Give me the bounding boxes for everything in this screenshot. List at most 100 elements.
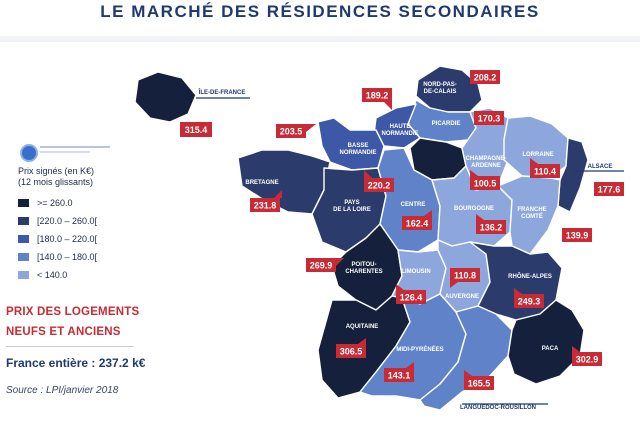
svg-text:306.5: 306.5 bbox=[340, 347, 363, 357]
label-midi-pyrenees: MIDI-PYRÉNÉES bbox=[396, 345, 443, 353]
svg-text:203.5: 203.5 bbox=[280, 127, 303, 137]
label-champagne-1: CHAMPAGNE- bbox=[466, 156, 507, 162]
legend-label: [180.0 – 220.0[ bbox=[37, 234, 98, 244]
price-badge-nord: 208.2 bbox=[470, 70, 500, 84]
label-limousin: LIMOUSIN bbox=[401, 269, 430, 275]
legend-label: < 140.0 bbox=[37, 270, 68, 280]
company-logo-icon bbox=[20, 144, 38, 162]
svg-text:162.4: 162.4 bbox=[406, 219, 429, 229]
price-badge-paca: 302.9 bbox=[572, 346, 602, 366]
label-franche-comte-2: COMTÉ bbox=[521, 212, 543, 220]
price-badge-poitou: 269.9 bbox=[306, 258, 344, 272]
legend-label: [220.0 – 260.0[ bbox=[37, 216, 98, 226]
label-nord-1: NORD-PAS- bbox=[423, 82, 457, 88]
price-badge-alsace: 177.6 bbox=[594, 182, 624, 196]
label-nord-2: DE-CALAIS bbox=[424, 89, 457, 95]
prix-heading-line1: PRIX DES LOGEMENTS bbox=[6, 306, 140, 318]
svg-text:315.4: 315.4 bbox=[185, 125, 208, 135]
region-alsace[interactable] bbox=[557, 137, 589, 213]
legend-swatch bbox=[18, 253, 29, 261]
legend-title-line1: Prix signés (en K€) bbox=[18, 166, 95, 176]
svg-text:126.4: 126.4 bbox=[400, 293, 423, 303]
legend-swatch bbox=[18, 235, 29, 243]
svg-text:165.5: 165.5 bbox=[468, 379, 491, 389]
label-aquitaine: AQUITAINE bbox=[346, 324, 379, 330]
price-badges: 315.4 208.2 170.3 189.2 203.5 231.8 bbox=[180, 70, 624, 390]
svg-text:136.2: 136.2 bbox=[480, 223, 503, 233]
price-badge-champagne: 100.5 bbox=[470, 170, 500, 190]
price-badge-haute-normandie: 189.2 bbox=[362, 88, 392, 110]
region-nord-pas-de-calais[interactable] bbox=[415, 65, 483, 113]
legend-label: >= 260.0 bbox=[37, 198, 73, 208]
label-ile-de-france: ÎLE-DE-FRANCE bbox=[198, 88, 246, 96]
label-pays-loire-1: PAYS bbox=[344, 200, 359, 206]
label-paca: PACA bbox=[542, 346, 559, 352]
page-title: LE MARCHÉ DES RÉSIDENCES SECONDAIRES bbox=[100, 2, 540, 21]
legend-title: Prix signés (en K€) (12 mois glissants) bbox=[18, 166, 94, 188]
label-basse-normandie-2: NORMANDIE bbox=[340, 150, 377, 156]
region-languedoc-roussillon[interactable] bbox=[419, 305, 513, 411]
svg-text:170.3: 170.3 bbox=[478, 114, 501, 124]
label-bourgogne: BOURGOGNE bbox=[454, 206, 494, 212]
label-pays-loire-2: DE LA LOIRE bbox=[333, 207, 371, 213]
source-note: Source : LPI/janvier 2018 bbox=[6, 385, 119, 396]
prix-heading: PRIX DES LOGEMENTS NEUFS ET ANCIENS bbox=[6, 302, 139, 342]
legend-item: [140.0 – 180.0[ bbox=[18, 252, 97, 262]
svg-text:220.2: 220.2 bbox=[368, 181, 391, 191]
region-paca[interactable] bbox=[507, 299, 585, 385]
svg-text:189.2: 189.2 bbox=[366, 91, 389, 101]
label-languedoc: LANGUEDOC-ROUSILLON bbox=[460, 405, 536, 411]
label-auvergne: AUVERGNE bbox=[445, 294, 479, 300]
price-badge-aquitaine: 306.5 bbox=[336, 338, 366, 358]
legend-swatch bbox=[18, 217, 29, 225]
price-badge-lorraine: 110.4 bbox=[530, 158, 560, 178]
logo-text-bar bbox=[40, 146, 110, 148]
svg-text:302.9: 302.9 bbox=[576, 355, 599, 365]
region-shapes bbox=[134, 65, 589, 411]
price-badge-bretagne: 231.8 bbox=[250, 190, 282, 212]
legend-item: [220.0 – 260.0[ bbox=[18, 216, 97, 226]
price-badge-rhone-alpes: 249.3 bbox=[514, 288, 544, 308]
legend-item: < 140.0 bbox=[18, 270, 67, 280]
svg-text:269.9: 269.9 bbox=[310, 261, 333, 271]
price-badge-basse-normandie: 203.5 bbox=[276, 124, 316, 138]
prix-heading-line2: NEUFS ET ANCIENS bbox=[6, 326, 121, 338]
svg-text:110.4: 110.4 bbox=[534, 167, 556, 177]
svg-text:139.9: 139.9 bbox=[566, 231, 589, 241]
svg-text:110.8: 110.8 bbox=[454, 271, 476, 281]
svg-text:249.3: 249.3 bbox=[518, 297, 541, 307]
divider bbox=[6, 346, 134, 347]
legend-item: >= 260.0 bbox=[18, 198, 73, 208]
price-badge-midi-pyrenees: 143.1 bbox=[384, 362, 414, 382]
price-badge-ile-de-france: 315.4 bbox=[180, 122, 212, 137]
label-poitou-2: CHARENTES bbox=[345, 269, 382, 275]
region-labels: ÎLE-DE-FRANCE NORD-PAS- DE-CALAIS PICARD… bbox=[198, 82, 613, 411]
svg-text:100.5: 100.5 bbox=[474, 179, 497, 189]
label-bretagne: BRETAGNE bbox=[245, 180, 278, 186]
svg-text:208.2: 208.2 bbox=[474, 73, 497, 83]
legend-swatch bbox=[18, 199, 29, 207]
legend-swatch bbox=[18, 271, 29, 279]
price-badge-centre: 162.4 bbox=[402, 210, 432, 230]
price-badge-languedoc: 165.5 bbox=[464, 370, 494, 390]
price-badge-limousin: 126.4 bbox=[396, 284, 426, 304]
label-poitou-1: POITOU- bbox=[352, 262, 377, 268]
title-underline-bar bbox=[0, 36, 640, 42]
legend-item: [180.0 – 220.0[ bbox=[18, 234, 97, 244]
legend-panel: Prix signés (en K€) (12 mois glissants) … bbox=[8, 136, 126, 282]
label-franche-comte-1: FRANCHE bbox=[517, 207, 546, 213]
price-badge-picardie: 170.3 bbox=[474, 111, 504, 125]
label-champagne-2: ARDENNE bbox=[471, 163, 501, 169]
price-badge-auvergne: 110.8 bbox=[450, 268, 480, 288]
leader-lines bbox=[196, 97, 624, 405]
svg-text:231.8: 231.8 bbox=[254, 201, 277, 211]
price-badge-franche-comte: 139.9 bbox=[562, 228, 592, 242]
legend-label: [140.0 – 180.0[ bbox=[37, 252, 98, 262]
label-centre: CENTRE bbox=[401, 202, 426, 208]
region-ile-de-france[interactable] bbox=[134, 71, 197, 123]
price-badge-bourgogne: 136.2 bbox=[476, 214, 506, 234]
logo-text-bar-2 bbox=[40, 151, 90, 153]
label-basse-normandie-1: BASSE bbox=[348, 143, 369, 149]
label-lorraine: LORRAINE bbox=[522, 152, 553, 158]
